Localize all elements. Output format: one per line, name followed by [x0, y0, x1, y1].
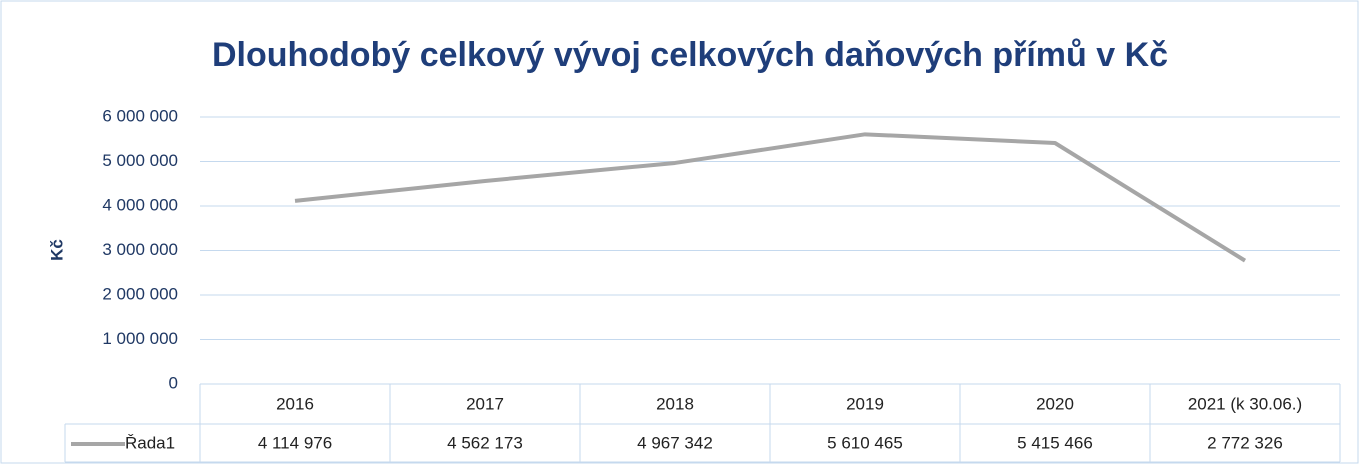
data-line [294, 132, 1247, 263]
x-tick-label: 2017 [466, 394, 504, 413]
data-table-value: 4 114 976 [258, 433, 332, 452]
x-tick-label: 2019 [846, 394, 884, 413]
y-tick-label: 6 000 000 [102, 106, 178, 125]
data-table-value: 2 772 326 [1207, 433, 1283, 452]
chart-title: Dlouhodobý celkový vývoj celkových daňov… [212, 36, 1168, 74]
data-table-value: 5 610 465 [827, 433, 903, 452]
y-tick-label: 0 [169, 373, 178, 392]
y-tick-label: 1 000 000 [102, 329, 178, 348]
y-tick-label: 2 000 000 [102, 284, 178, 303]
x-tick-label: 2021 (k 30.06.) [1188, 394, 1302, 413]
x-tick-label: 2018 [656, 394, 694, 413]
data-table-value: 5 415 466 [1017, 433, 1093, 452]
legend-label: Řada1 [125, 433, 175, 452]
x-tick-label: 2020 [1036, 394, 1074, 413]
data-table-value: 4 967 342 [637, 433, 713, 452]
y-tick-label: 5 000 000 [102, 151, 178, 170]
x-tick-label: 2016 [276, 394, 314, 413]
y-tick-label: 3 000 000 [102, 240, 178, 259]
data-table-value: 4 562 173 [447, 433, 523, 452]
y-tick-label: 4 000 000 [102, 195, 178, 214]
y-axis-label: Kč [47, 239, 66, 261]
